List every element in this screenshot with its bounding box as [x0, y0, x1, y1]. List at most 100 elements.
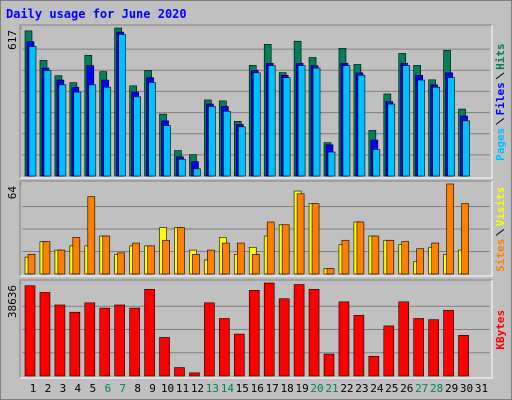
bar [338, 301, 350, 377]
bar [383, 325, 395, 377]
bar [443, 309, 454, 377]
x-tick-label: 9 [149, 382, 156, 395]
panel-bevel-dark [19, 279, 492, 378]
bar [208, 106, 216, 177]
bar [387, 103, 396, 177]
bar [39, 292, 51, 377]
x-tick-label: 4 [75, 382, 82, 395]
bar [308, 289, 320, 377]
bar [428, 319, 439, 377]
x-tick-label: 8 [134, 382, 141, 395]
bar [73, 91, 82, 177]
bar [357, 74, 366, 177]
bar [117, 252, 125, 275]
x-tick-label: 13 [206, 382, 219, 395]
x-tick-label: 2 [45, 382, 52, 395]
bar [57, 249, 66, 275]
bar [372, 149, 381, 177]
bar [159, 337, 170, 377]
y-tick-label: 617 [6, 30, 19, 50]
legend-label: Pages [494, 128, 507, 161]
bar [326, 268, 335, 275]
panel-bevel-light [20, 181, 493, 277]
bar [238, 126, 246, 177]
bar [204, 302, 215, 377]
bar [446, 183, 454, 275]
chart-title: Daily usage for June 2020 [6, 7, 187, 21]
bar [193, 168, 201, 177]
legend-separator [495, 72, 505, 80]
bar [251, 254, 260, 275]
bar [461, 203, 469, 275]
x-tick-label: 19 [295, 382, 308, 395]
x-tick-label: 26 [400, 382, 413, 395]
bar [353, 315, 365, 377]
legend-label: KBytes [494, 310, 507, 350]
bar [144, 289, 155, 377]
bar [174, 367, 185, 377]
x-tick-label: 15 [236, 382, 249, 395]
bar [114, 304, 125, 377]
x-tick-label: 30 [460, 382, 473, 395]
bar [266, 221, 275, 275]
bar [87, 196, 96, 275]
x-tick-label: 22 [340, 382, 353, 395]
bar [219, 318, 230, 377]
legend-separator [495, 118, 505, 125]
x-tick-label: 27 [415, 382, 428, 395]
x-tick-label: 5 [89, 382, 96, 395]
bar [312, 67, 321, 177]
x-tick-label: 1 [30, 382, 37, 395]
x-tick-label: 11 [176, 382, 189, 395]
legend-label: Files [494, 82, 507, 115]
bar [54, 304, 66, 377]
bar [223, 110, 231, 177]
bar [342, 65, 351, 177]
bar [118, 34, 126, 177]
bar [281, 224, 290, 275]
bar [88, 84, 97, 177]
bar [458, 335, 469, 377]
panel-bevel-dark [19, 24, 492, 178]
bar [371, 235, 380, 275]
bar [417, 79, 426, 177]
bar [398, 301, 410, 377]
x-tick-label: 23 [355, 382, 368, 395]
x-tick-label: 29 [445, 382, 458, 395]
bar [368, 355, 380, 377]
bar [401, 241, 410, 275]
bar [248, 290, 260, 377]
bar [237, 242, 245, 275]
bar [234, 333, 245, 377]
bar [341, 239, 350, 275]
panel-bevel-light [20, 25, 493, 179]
x-tick-label: 14 [221, 382, 235, 395]
y-tick-label: 38636 [6, 285, 19, 318]
bar [99, 307, 111, 377]
bar [252, 72, 261, 177]
bar [58, 84, 67, 177]
x-tick-label: 7 [119, 382, 126, 395]
bar [27, 254, 36, 275]
bar [327, 151, 336, 177]
bar [103, 86, 112, 177]
bar [162, 239, 170, 275]
bar [177, 227, 185, 275]
bar [24, 285, 36, 377]
panel-bevel-dark [19, 180, 492, 276]
bar [189, 372, 200, 377]
bar [263, 282, 275, 377]
x-tick-label: 21 [325, 382, 338, 395]
bar [102, 235, 111, 275]
bar [293, 284, 305, 377]
bar [147, 245, 155, 275]
bar [192, 254, 200, 275]
bar [84, 302, 96, 377]
bar [431, 242, 439, 275]
x-tick-label: 12 [191, 382, 204, 395]
bar [432, 86, 440, 177]
bar [69, 311, 81, 377]
bar [42, 241, 51, 275]
bar [207, 249, 215, 275]
